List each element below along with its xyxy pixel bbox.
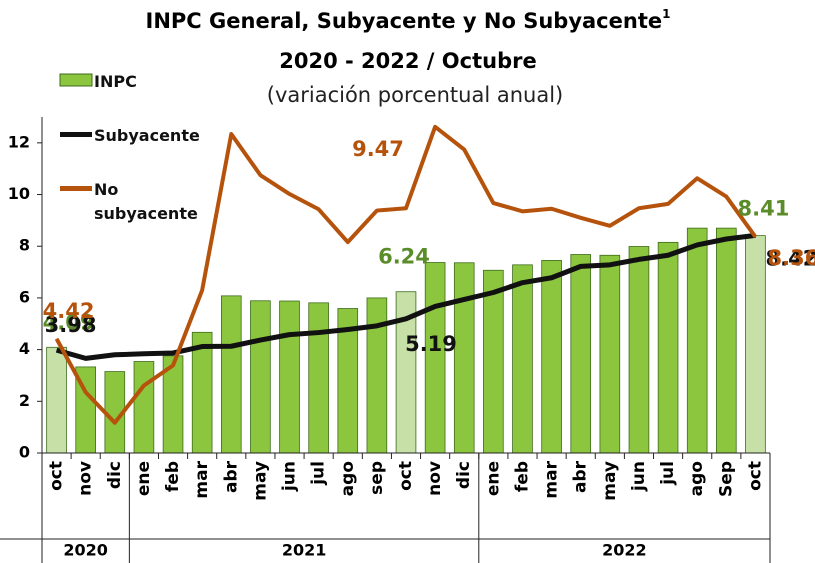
x-tick-label: may — [250, 461, 270, 501]
bar — [220, 295, 242, 454]
y-tick-label: 2 — [19, 391, 30, 410]
x-tick-label: feb — [163, 461, 183, 492]
title-text: INPC General, Subyacente y No Subyacente — [146, 9, 663, 33]
bar — [686, 227, 708, 454]
x-tick-label: abr — [221, 460, 241, 493]
x-tick-label: mar — [192, 460, 212, 498]
legend-swatch — [60, 186, 92, 191]
bar — [46, 346, 67, 454]
data-label: 4.09 — [43, 310, 95, 334]
x-tick-label: feb — [512, 461, 532, 492]
y-tick-label: 10 — [8, 184, 30, 203]
data-label: 4.42 — [43, 299, 95, 323]
bar — [366, 297, 388, 454]
line — [55, 232, 756, 361]
year-label: 2022 — [602, 541, 647, 560]
data-label: 9.47 — [352, 137, 404, 161]
bar — [716, 227, 737, 454]
bar — [279, 300, 300, 454]
x-tick-label: nov — [425, 461, 445, 496]
bar — [628, 246, 650, 454]
y-tick-label: 8 — [19, 236, 30, 255]
x-tick-label: ene — [483, 461, 503, 496]
data-label: 3.98 — [45, 313, 97, 337]
x-tick-label: jul — [658, 461, 678, 486]
data-label: 8.36 — [768, 246, 815, 270]
x-tick-label: oct — [745, 461, 765, 491]
x-tick-label: jun — [629, 461, 649, 492]
y-tick-label: 12 — [8, 132, 30, 151]
x-tick-label: oct — [396, 461, 416, 491]
bar — [133, 361, 155, 454]
bar — [453, 262, 475, 454]
bar — [512, 264, 533, 454]
line — [54, 124, 758, 425]
legend-label: INPC — [94, 72, 137, 91]
data-label: 8.42 — [766, 246, 815, 270]
y-tick-label: 6 — [19, 287, 30, 306]
data-label: 8.41 — [738, 197, 790, 221]
bar — [250, 300, 271, 454]
title-superscript: 1 — [662, 7, 670, 21]
x-tick-label: oct — [47, 461, 67, 491]
bar — [657, 241, 679, 454]
bar — [745, 235, 766, 454]
year-label: 2021 — [282, 541, 327, 560]
data-label: 6.24 — [378, 245, 430, 269]
year-label: 2020 — [63, 541, 108, 560]
legend-swatch — [60, 132, 92, 137]
y-tick-label: 0 — [19, 443, 30, 462]
bar — [541, 260, 562, 454]
x-tick-label: nov — [76, 461, 96, 496]
legend-swatch — [59, 73, 93, 87]
x-tick-label: abr — [571, 460, 591, 493]
x-tick-label: may — [600, 461, 620, 501]
bar — [424, 262, 446, 454]
subtitle: 2020 - 2022 / Octubre — [279, 49, 536, 73]
x-tick-label: Sep — [716, 461, 736, 497]
bar — [308, 302, 329, 454]
legend-label: No subyacente — [94, 180, 198, 223]
note: (variación porcentual anual) — [267, 83, 563, 107]
x-tick-label: ago — [687, 461, 707, 496]
x-tick-label: jun — [280, 461, 300, 492]
x-tick-label: sep — [367, 461, 387, 495]
chart-title: INPC General, Subyacente y No Subyacente… — [146, 7, 671, 34]
bar — [483, 269, 504, 454]
x-tick-label: dic — [454, 461, 474, 489]
data-label: 5.19 — [405, 332, 457, 356]
legend-label: Subyacente — [94, 126, 200, 145]
x-tick-label: ene — [134, 461, 154, 496]
x-tick-label: dic — [105, 461, 125, 489]
x-tick-label: mar — [542, 460, 562, 498]
y-tick-label: 4 — [19, 339, 30, 358]
bar — [570, 254, 592, 454]
x-tick-label: jul — [309, 461, 329, 486]
x-tick-label: ago — [338, 461, 358, 496]
bar — [599, 254, 621, 454]
